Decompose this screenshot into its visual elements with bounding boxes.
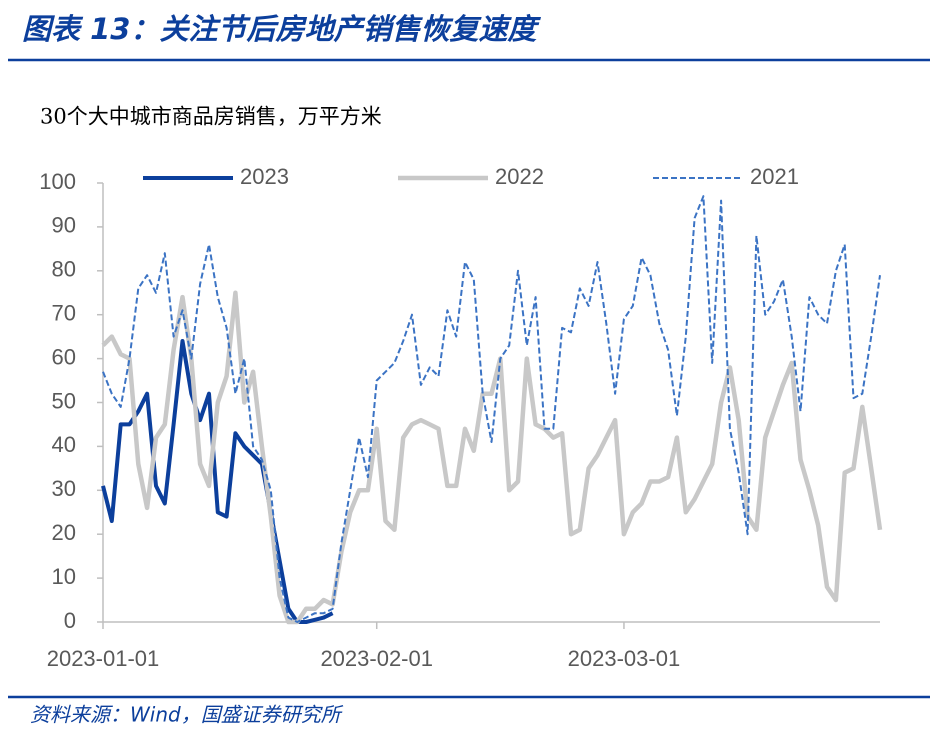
- legend-label: 2021: [750, 164, 799, 189]
- source-note: 资料来源：Wind，国盛证券研究所: [30, 703, 344, 727]
- y-axis-label: 30个大中城市商品房销售，万平方米: [40, 105, 382, 129]
- x-tick-label: 2023-02-01: [320, 646, 433, 671]
- chart-title: 图表 13：关注节后房地产销售恢复速度: [22, 12, 541, 46]
- y-tick-label: 50: [52, 388, 76, 413]
- x-tick-label: 2023-03-01: [568, 646, 681, 671]
- series-line: [101, 339, 334, 624]
- x-tick-label: 2023-01-01: [47, 646, 160, 671]
- legend-label: 2022: [495, 164, 544, 189]
- y-tick-label: 40: [52, 432, 76, 457]
- y-tick-label: 90: [52, 213, 76, 238]
- y-tick-label: 0: [64, 608, 76, 633]
- y-tick-label: 10: [52, 564, 76, 589]
- y-tick-label: 20: [52, 520, 76, 545]
- y-tick-label: 60: [52, 344, 76, 369]
- legend-label: 2023: [240, 164, 289, 189]
- y-tick-label: 70: [52, 301, 76, 326]
- y-tick-label: 80: [52, 257, 76, 282]
- series-line: [101, 290, 883, 625]
- y-tick-label: 100: [39, 169, 76, 194]
- y-tick-label: 30: [52, 476, 76, 501]
- series-line: [102, 195, 881, 623]
